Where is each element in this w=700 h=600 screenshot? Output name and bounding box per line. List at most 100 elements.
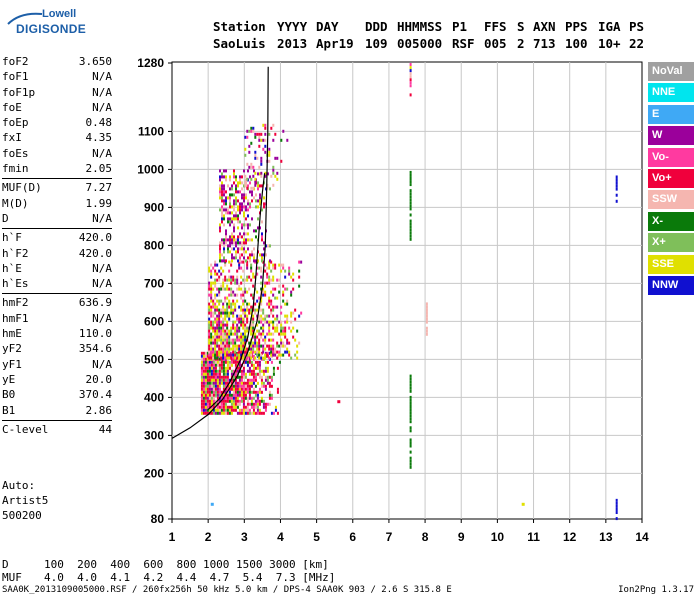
echo-pixel bbox=[233, 208, 235, 212]
echo-pixel bbox=[248, 381, 251, 385]
echo-pixel bbox=[224, 366, 227, 370]
echo-pixel bbox=[208, 323, 211, 327]
x-tick-label: 5 bbox=[313, 530, 320, 544]
echo-pixel bbox=[280, 344, 283, 348]
echo-pixel bbox=[268, 153, 271, 157]
echo-pixel bbox=[214, 390, 217, 394]
echo-pixel bbox=[274, 329, 277, 333]
echo-pixel bbox=[226, 308, 229, 312]
echo-pixel bbox=[210, 290, 213, 294]
echo-pixel bbox=[282, 293, 285, 297]
echo-pixel bbox=[208, 363, 211, 367]
isolated-echo bbox=[409, 72, 412, 76]
echo-pixel bbox=[284, 350, 287, 354]
echo-pixel bbox=[242, 390, 245, 394]
echo-pixel bbox=[245, 217, 247, 221]
echo-pixel bbox=[280, 353, 283, 357]
header-value-10: 10+ bbox=[598, 36, 621, 51]
echo-pixel bbox=[216, 263, 219, 267]
echo-pixel bbox=[274, 287, 277, 291]
echo-pixel bbox=[218, 329, 221, 333]
header-label-10: IGA bbox=[598, 19, 621, 34]
echo-pixel bbox=[242, 384, 245, 388]
echo-pixel bbox=[244, 353, 247, 357]
echo-pixel bbox=[257, 172, 259, 176]
echo-pixel bbox=[214, 260, 217, 264]
isolated-echo bbox=[615, 501, 618, 505]
echo-pixel bbox=[208, 335, 211, 339]
echo-pixel bbox=[242, 278, 245, 282]
echo-pixel bbox=[224, 338, 227, 342]
echo-pixel bbox=[244, 341, 247, 345]
echo-pixel bbox=[250, 378, 253, 382]
echo-pixel bbox=[234, 396, 237, 400]
echo-pixel bbox=[278, 360, 281, 364]
isolated-echo bbox=[409, 420, 412, 424]
header-value-8: 713 bbox=[533, 36, 556, 51]
echo-pixel bbox=[240, 399, 243, 403]
echo-pixel bbox=[237, 199, 239, 203]
echo-pixel bbox=[206, 411, 209, 415]
echo-pixel bbox=[212, 378, 215, 382]
echo-pixel bbox=[227, 244, 229, 248]
isolated-echo bbox=[615, 498, 618, 502]
param-name: foF1 bbox=[2, 70, 29, 84]
echo-pixel bbox=[268, 375, 271, 379]
echo-pixel bbox=[251, 238, 253, 242]
echo-pixel bbox=[242, 408, 245, 412]
echo-pixel bbox=[247, 199, 249, 203]
echo-pixel bbox=[272, 308, 275, 312]
echo-pixel bbox=[238, 305, 241, 309]
echo-pixel bbox=[219, 241, 221, 245]
echo-pixel bbox=[221, 217, 223, 221]
echo-pixel bbox=[230, 308, 233, 312]
echo-pixel bbox=[226, 393, 229, 397]
echo-pixel bbox=[228, 408, 231, 412]
echo-pixel bbox=[216, 356, 219, 360]
echo-pixel bbox=[251, 253, 253, 257]
echo-pixel bbox=[210, 353, 213, 357]
echo-pixel bbox=[210, 393, 213, 397]
echo-pixel bbox=[262, 338, 265, 342]
echo-pixel bbox=[204, 396, 207, 400]
echo-pixel bbox=[223, 184, 225, 188]
echo-pixel bbox=[226, 381, 229, 385]
isolated-echo bbox=[409, 84, 412, 88]
echo-pixel bbox=[236, 299, 239, 303]
echo-pixel bbox=[260, 269, 263, 273]
echo-pixel bbox=[272, 323, 275, 327]
echo-pixel bbox=[220, 408, 223, 412]
echo-pixel bbox=[216, 305, 219, 309]
echo-pixel bbox=[224, 381, 227, 385]
echo-pixel bbox=[257, 199, 259, 203]
echo-pixel bbox=[244, 299, 247, 303]
echo-pixel bbox=[238, 287, 241, 291]
echo-pixel bbox=[222, 305, 225, 309]
echo-pixel bbox=[234, 320, 237, 324]
echo-pixel bbox=[270, 384, 273, 388]
echo-pixel bbox=[232, 390, 235, 394]
param-value: N/A bbox=[92, 70, 112, 84]
echo-pixel bbox=[233, 238, 235, 242]
echo-pixel bbox=[240, 281, 243, 285]
echo-pixel bbox=[208, 381, 211, 385]
echo-pixel bbox=[239, 178, 241, 182]
echo-pixel bbox=[264, 150, 267, 154]
echo-pixel bbox=[240, 338, 243, 342]
echo-pixel bbox=[260, 335, 263, 339]
echo-pixel bbox=[244, 183, 247, 187]
echo-pixel bbox=[276, 344, 279, 348]
echo-pixel bbox=[272, 320, 275, 324]
echo-pixel bbox=[236, 387, 239, 391]
echo-pixel bbox=[206, 399, 209, 403]
echo-pixel bbox=[220, 347, 223, 351]
echo-pixel bbox=[219, 253, 221, 257]
legend-item-nnw: NNW bbox=[648, 275, 694, 295]
echo-pixel bbox=[260, 138, 263, 142]
echo-pixel bbox=[233, 205, 235, 209]
digisonde-logo: Lowell DIGISONDE bbox=[4, 6, 86, 40]
echo-pixel bbox=[216, 314, 219, 318]
echo-pixel bbox=[270, 332, 273, 336]
echo-pixel bbox=[214, 372, 217, 376]
echo-pixel bbox=[243, 232, 245, 236]
